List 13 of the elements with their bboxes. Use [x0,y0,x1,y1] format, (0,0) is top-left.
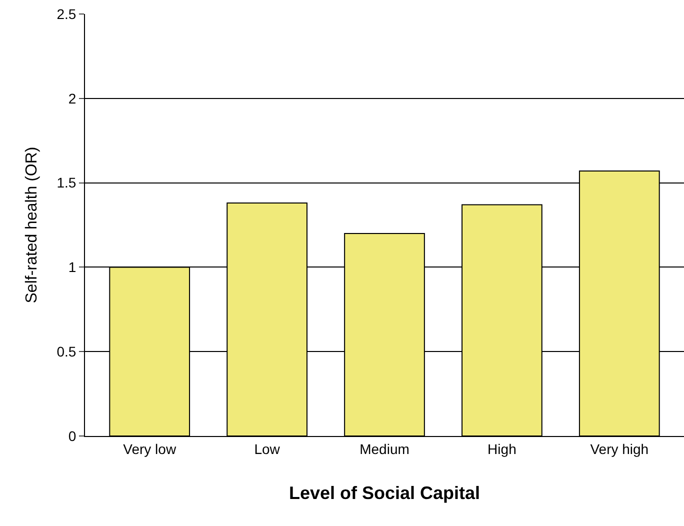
x-tick-label: Very low [123,440,177,457]
x-tick-label: Very high [590,440,649,457]
x-axis-title: Level of Social Capital [288,482,480,503]
y-tick-label: 2 [68,90,76,106]
y-tick-label: 0 [68,428,76,444]
y-tick-label: 1 [68,259,76,276]
y-tick-label: 0.5 [56,344,76,360]
x-tick-label: Medium [360,440,410,457]
x-tick-label: High [488,440,516,457]
y-axis-title: Self-rated health (OR) [24,146,41,304]
x-tick-label: Low [254,440,281,457]
y-tick-label: 1.5 [56,174,76,191]
y-tick-label: 2.5 [56,6,76,22]
